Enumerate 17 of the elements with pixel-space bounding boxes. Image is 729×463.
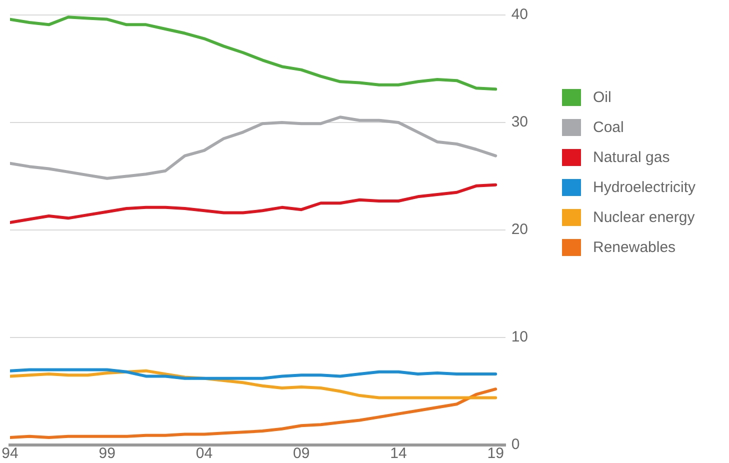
- y-tick-label: 20: [511, 221, 528, 238]
- legend-label: Hydroelectricity: [593, 178, 696, 196]
- x-tick-label: 19: [487, 445, 504, 462]
- x-tick-label: 09: [293, 445, 310, 462]
- x-tick-label: 04: [196, 445, 213, 462]
- x-tick-label: 94: [2, 445, 18, 462]
- y-tick-label: 0: [511, 436, 520, 454]
- legend-label: Coal: [593, 118, 624, 136]
- legend-label: Nuclear energy: [593, 208, 695, 226]
- y-tick-label: 30: [511, 114, 528, 131]
- x-tick-label: 14: [390, 445, 407, 462]
- legend-label: Renewables: [593, 238, 676, 256]
- y-tick-label: 10: [511, 328, 528, 346]
- x-tick-label: 99: [98, 445, 116, 462]
- legend-label: Oil: [593, 88, 612, 106]
- y-tick-label: 40: [511, 6, 528, 24]
- legend-label: Natural gas: [593, 148, 670, 166]
